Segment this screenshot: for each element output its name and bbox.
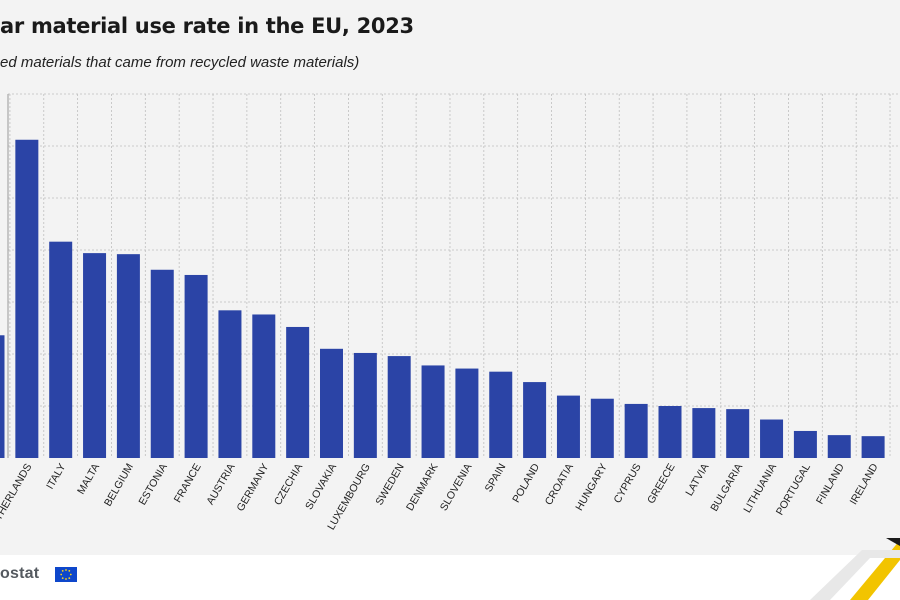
bar-bulgaria: [726, 409, 750, 458]
bar-eu: [0, 335, 5, 458]
category-label: PORTUGAL: [774, 461, 813, 517]
category-label: IRELAND: [848, 461, 881, 507]
category-label: GREECE: [645, 462, 678, 506]
bar-portugal: [793, 430, 817, 458]
bar-sweden: [387, 356, 411, 458]
category-label: CYPRUS: [611, 462, 643, 506]
category-label: SWEDEN: [373, 462, 406, 508]
chart-title: ar material use rate in the EU, 2023: [0, 14, 414, 38]
category-label: SLOVAKIA: [303, 462, 339, 512]
category-label: DENMARK: [404, 462, 441, 513]
bar-italy: [49, 241, 73, 458]
category-label: ITALY: [44, 462, 68, 492]
bar-hungary: [590, 398, 614, 458]
category-label: LATVIA: [683, 462, 711, 499]
chart-subtitle: ed materials that came from recycled was…: [0, 54, 360, 71]
eu-flag-icon: [55, 567, 77, 582]
category-labels: NETHERLANDS ITALY MALTA BELGIUM ESTONIA FRANC…: [0, 461, 881, 535]
bar-slovakia: [320, 348, 343, 458]
category-label: GERMANY: [234, 462, 271, 514]
bar-austria: [218, 310, 242, 458]
category-label: ESTONIA: [137, 462, 170, 508]
bar-netherlands: [15, 139, 39, 458]
bar-croatia: [556, 395, 580, 458]
category-label: LITHUANIA: [741, 462, 779, 515]
bar-poland: [523, 382, 547, 458]
category-label: POLAND: [510, 461, 542, 505]
bar-ireland: [861, 436, 885, 458]
bar-germany: [252, 314, 276, 458]
category-label: CROATIA: [543, 462, 576, 508]
bar-finland: [827, 435, 851, 458]
bar-denmark: [421, 365, 445, 458]
category-label: FINLAND: [814, 461, 847, 506]
category-label: SLOVENIA: [438, 462, 475, 513]
grid-lines: [7, 93, 900, 458]
bar-luxembourg: [353, 352, 377, 458]
bar-spain: [489, 371, 513, 458]
bar-czechia: [286, 326, 310, 458]
category-label: NETHERLANDS: [0, 462, 34, 536]
bar-estonia: [150, 269, 174, 458]
category-label: SPAIN: [483, 462, 509, 495]
category-label: CZECHIA: [272, 462, 305, 508]
category-label: MALTA: [75, 462, 102, 497]
category-label: HUNGARY: [573, 462, 610, 513]
category-label: AUSTRIA: [204, 462, 237, 507]
bar-latvia: [692, 408, 716, 458]
bar-greece: [658, 406, 682, 458]
bar-belgium: [116, 254, 140, 458]
category-label: BELGIUM: [102, 462, 136, 509]
bar-chart: NETHERLANDS ITALY MALTA BELGIUM ESTONIA FRANC…: [0, 93, 900, 535]
footer: ostat: [0, 555, 900, 600]
bar-lithuania: [760, 419, 784, 458]
bar-cyprus: [624, 403, 648, 458]
bar-malta: [83, 253, 107, 458]
corner-decoration: [810, 538, 900, 600]
category-label: FRANCE: [172, 462, 204, 505]
bar-slovenia: [455, 368, 479, 458]
bar-france: [184, 274, 208, 458]
bars: [0, 139, 885, 458]
eurostat-logo-text: ostat: [0, 565, 40, 582]
category-label: BULGARIA: [708, 462, 745, 514]
